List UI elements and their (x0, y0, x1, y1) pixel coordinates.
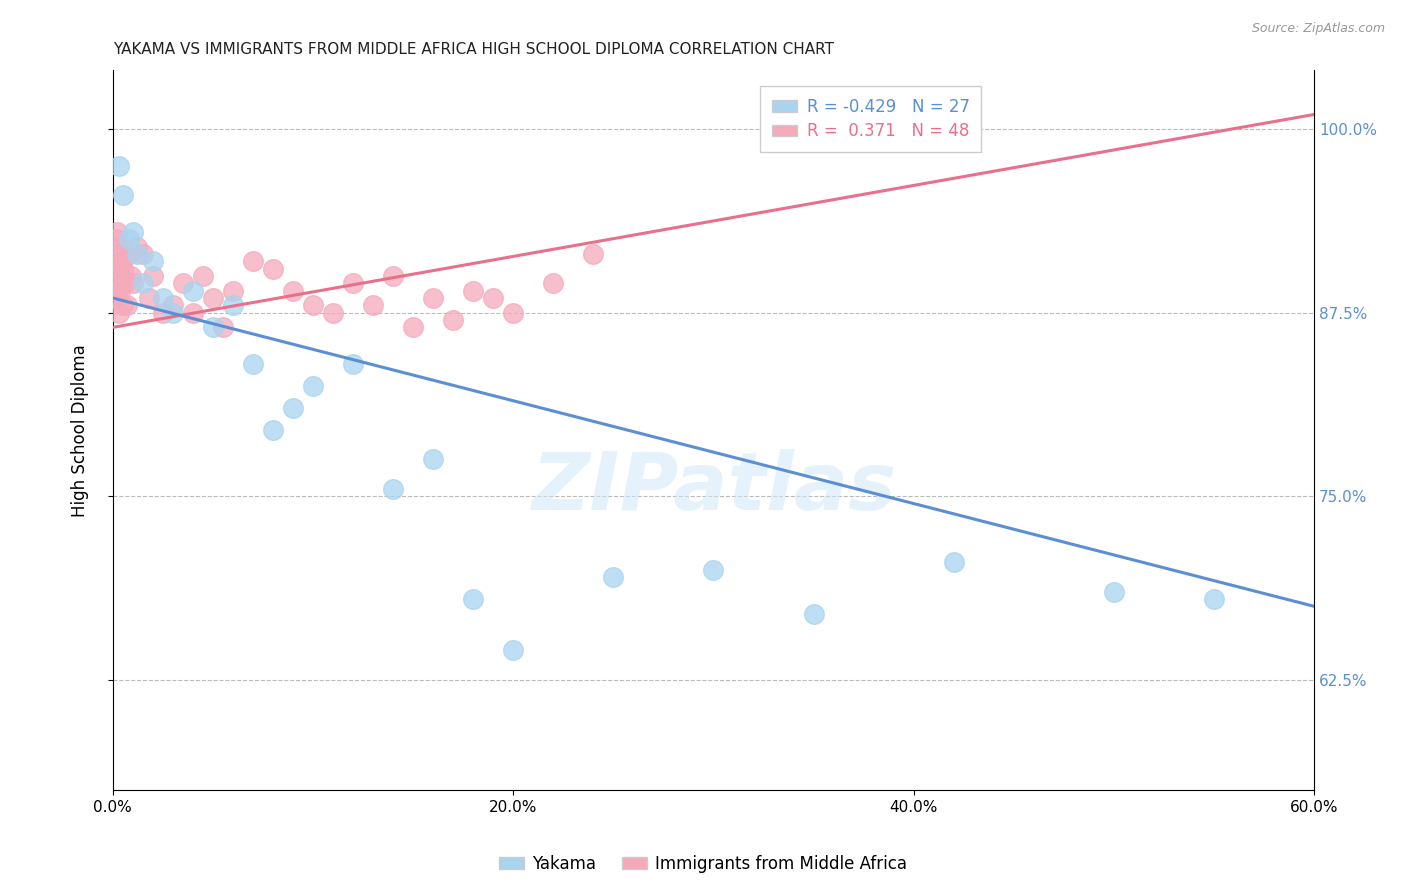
Point (222, 284, 245, 298)
Point (361, 298, 384, 312)
Point (162, 306, 184, 320)
Point (108, 159, 131, 173)
Point (201, 320, 224, 334)
Point (382, 268, 405, 283)
Point (111, 254, 134, 268)
Point (382, 482, 405, 496)
Point (105, 284, 128, 298)
Point (104, 291, 127, 305)
Legend: Yakama, Immigrants from Middle Africa: Yakama, Immigrants from Middle Africa (492, 848, 914, 880)
Point (181, 306, 204, 320)
Point (152, 306, 174, 320)
Point (118, 247, 141, 261)
Point (142, 268, 165, 283)
Point (441, 313, 464, 327)
Point (201, 291, 224, 305)
Point (422, 291, 444, 305)
Point (262, 261, 284, 276)
Point (122, 225, 145, 239)
Point (422, 452, 444, 467)
Point (115, 298, 138, 312)
Point (262, 423, 284, 437)
Point (104, 232, 127, 246)
Point (108, 261, 131, 276)
Legend: R = -0.429   N = 27, R =  0.371   N = 48: R = -0.429 N = 27, R = 0.371 N = 48 (761, 86, 981, 152)
Point (463, 284, 485, 298)
Point (242, 357, 264, 371)
Point (191, 268, 214, 283)
Point (281, 401, 304, 416)
Point (342, 277, 364, 291)
Point (582, 247, 605, 261)
Point (132, 247, 155, 261)
Point (108, 306, 131, 320)
Point (543, 277, 565, 291)
Point (111, 261, 134, 276)
Point (111, 188, 134, 202)
Point (104, 268, 127, 283)
Point (302, 379, 325, 393)
Point (132, 277, 155, 291)
Point (502, 306, 524, 320)
Point (181, 284, 204, 298)
Point (502, 643, 524, 657)
Point (602, 570, 624, 584)
Point (342, 357, 364, 371)
Point (702, 563, 724, 577)
Text: Source: ZipAtlas.com: Source: ZipAtlas.com (1251, 22, 1385, 36)
Point (120, 268, 142, 283)
Point (104, 277, 127, 291)
Point (322, 306, 344, 320)
Text: YAKAMA VS IMMIGRANTS FROM MIDDLE AFRICA HIGH SCHOOL DIPLOMA CORRELATION CHART: YAKAMA VS IMMIGRANTS FROM MIDDLE AFRICA … (112, 42, 834, 57)
Y-axis label: High School Diploma: High School Diploma (72, 343, 89, 516)
Point (482, 291, 505, 305)
Point (463, 591, 485, 606)
Point (212, 320, 235, 334)
Point (222, 298, 245, 312)
Point (125, 247, 148, 261)
Point (118, 232, 141, 246)
Point (142, 254, 165, 268)
Point (302, 298, 325, 312)
Point (125, 239, 148, 253)
Point (152, 291, 174, 305)
Point (108, 284, 131, 298)
Point (111, 298, 134, 312)
Point (803, 607, 825, 621)
Point (1202, 591, 1225, 606)
Point (942, 555, 965, 569)
Point (281, 284, 304, 298)
Point (138, 291, 160, 305)
Point (162, 298, 184, 312)
Point (1102, 584, 1125, 599)
Point (110, 239, 132, 253)
Text: ZIPatlas: ZIPatlas (531, 449, 896, 526)
Point (122, 277, 145, 291)
Point (105, 225, 128, 239)
Point (104, 254, 127, 268)
Point (402, 320, 425, 334)
Point (242, 254, 264, 268)
Point (114, 277, 136, 291)
Point (107, 247, 129, 261)
Point (172, 277, 194, 291)
